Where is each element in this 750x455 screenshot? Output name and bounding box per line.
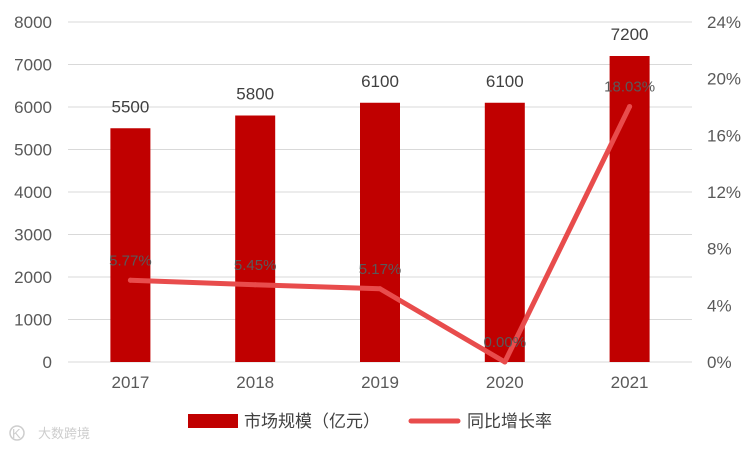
line-value-labels: 5.77% 5.45% 5.17% 0.00% 18.03% (109, 79, 655, 351)
watermark: K 大数跨境 (9, 425, 90, 441)
x-axis: 2017 2018 2019 2020 2021 (111, 373, 648, 392)
bar (360, 102, 400, 362)
legend-bar-swatch (188, 414, 238, 428)
y-right-tick-label: 0% (707, 353, 732, 372)
y-right-tick-label: 24% (707, 13, 741, 32)
y-left-tick-label: 8000 (14, 13, 52, 32)
line-point (377, 286, 383, 292)
x-tick-label: 2017 (111, 373, 149, 392)
line-value-label: 18.03% (604, 79, 655, 96)
left-axis: 0 1000 2000 3000 4000 5000 6000 7000 8000 (14, 13, 52, 372)
y-left-tick-label: 5000 (14, 141, 52, 160)
x-tick-label: 2020 (486, 373, 524, 392)
line-point (252, 282, 258, 288)
line-point (627, 104, 633, 110)
watermark-logo-icon (9, 425, 25, 441)
watermark-logo-mark: K (12, 426, 21, 441)
line-value-label: 5.45% (234, 257, 277, 274)
y-left-tick-label: 0 (43, 353, 52, 372)
y-left-tick-label: 7000 (14, 56, 52, 75)
line-value-label: 0.00% (484, 334, 527, 351)
watermark-text: 大数跨境 (38, 426, 90, 441)
bar (484, 102, 525, 362)
y-left-tick-label: 3000 (14, 226, 52, 245)
bar-value-labels: 5500 5800 6100 6100 7200 (111, 25, 648, 116)
legend-bar-label: 市场规模（亿元） (244, 412, 380, 431)
x-tick-label: 2021 (611, 373, 649, 392)
line-point (502, 359, 508, 365)
x-tick-label: 2019 (361, 373, 399, 392)
y-left-tick-label: 4000 (14, 183, 52, 202)
y-right-tick-label: 16% (707, 126, 741, 145)
bar-value-label: 6100 (486, 72, 524, 91)
y-left-tick-label: 2000 (14, 268, 52, 287)
y-right-tick-label: 12% (707, 183, 741, 202)
bar-value-label: 5500 (111, 97, 149, 116)
bar-value-label: 6100 (361, 72, 399, 91)
y-right-tick-label: 20% (707, 70, 741, 89)
right-axis: 0% 4% 8% 12% 16% 20% 24% (707, 13, 741, 372)
line-series (127, 104, 633, 365)
line-value-label: 5.77% (109, 252, 152, 269)
legend-line-label: 同比增长率 (467, 412, 552, 431)
y-left-tick-label: 6000 (14, 98, 52, 117)
y-right-tick-label: 4% (707, 296, 732, 315)
x-tick-label: 2018 (236, 373, 274, 392)
bar-series (110, 56, 650, 362)
bar-value-label: 5800 (236, 85, 274, 104)
bar (235, 115, 276, 362)
line-point (127, 277, 133, 283)
bar (609, 56, 650, 362)
bar-value-label: 7200 (611, 25, 649, 44)
y-right-tick-label: 8% (707, 240, 732, 259)
y-left-tick-label: 1000 (14, 311, 52, 330)
bar (110, 128, 151, 362)
legend: 市场规模（亿元） 同比增长率 (188, 412, 552, 431)
line-value-label: 5.17% (359, 261, 402, 278)
